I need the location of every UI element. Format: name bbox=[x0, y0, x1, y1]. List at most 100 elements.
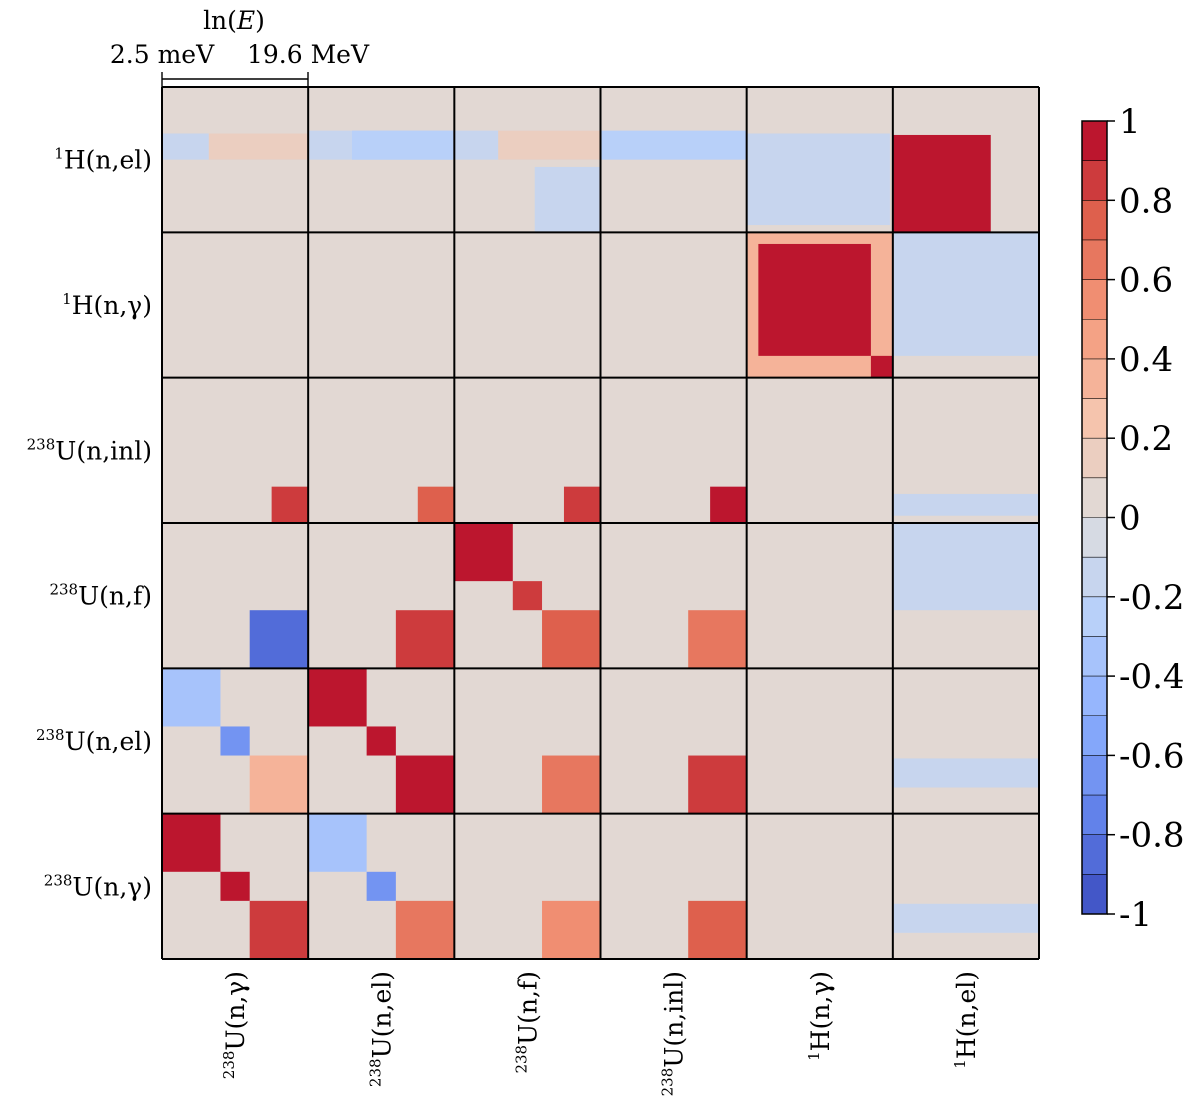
colorbar-segment bbox=[1082, 398, 1107, 439]
heatmap-patch bbox=[220, 726, 250, 756]
heatmap-patch bbox=[308, 813, 367, 872]
colorbar-tick-label: 0.2 bbox=[1119, 419, 1173, 459]
colorbar-segment bbox=[1082, 200, 1107, 241]
column-label: 238U(n,el) bbox=[366, 971, 396, 1087]
colorbar-segment bbox=[1082, 715, 1107, 756]
heatmap-patch bbox=[271, 486, 309, 523]
heatmap-patch bbox=[162, 668, 221, 727]
heatmap-patch bbox=[892, 493, 1039, 516]
heatmap-patch bbox=[542, 900, 601, 959]
colorbar-tick-label: -0.4 bbox=[1119, 657, 1185, 697]
colorbar-tick-label: 0.6 bbox=[1119, 261, 1173, 301]
row-label: 238U(n,inl) bbox=[27, 435, 152, 465]
colorbar-segment bbox=[1082, 438, 1107, 479]
heatmap-cell bbox=[308, 232, 455, 378]
colorbar-segment bbox=[1082, 676, 1107, 717]
heatmap-patch bbox=[366, 871, 396, 901]
heatmap-patch bbox=[417, 486, 455, 523]
heatmap-patch bbox=[249, 610, 309, 669]
colorbar-tick-label: 0 bbox=[1119, 499, 1141, 539]
heatmap-cell bbox=[892, 813, 1039, 959]
energy-min-label: 2.5 meV bbox=[110, 40, 215, 69]
column-label: 238U(n,f) bbox=[512, 971, 542, 1074]
heatmap-patch bbox=[395, 755, 455, 814]
column-label: 238U(n,inl) bbox=[659, 971, 689, 1096]
heatmap-patch bbox=[542, 610, 601, 669]
colorbar-segment bbox=[1082, 874, 1107, 915]
heatmap-patch bbox=[688, 755, 747, 814]
colorbar-tick-label: -0.2 bbox=[1119, 578, 1185, 618]
heatmap-patch bbox=[512, 581, 543, 611]
heatmap-patch bbox=[710, 486, 747, 523]
heatmap-patch bbox=[395, 900, 455, 959]
heatmap-patch bbox=[352, 130, 455, 160]
heatmap-patch bbox=[600, 130, 747, 160]
heatmap bbox=[162, 87, 1039, 959]
row-label: 1H(n,γ) bbox=[62, 290, 152, 320]
block-grid-lines bbox=[161, 86, 1040, 960]
colorbar-segment bbox=[1082, 596, 1107, 637]
heatmap-cell bbox=[746, 668, 893, 814]
heatmap-cell bbox=[746, 523, 893, 669]
heatmap-cell bbox=[746, 813, 893, 959]
heatmap-patch bbox=[498, 130, 601, 160]
heatmap-patch bbox=[892, 758, 1039, 788]
colorbar-segment bbox=[1082, 319, 1107, 360]
row-label: 238U(n,γ) bbox=[44, 871, 152, 901]
heatmap-patch bbox=[454, 523, 513, 582]
heatmap-patch bbox=[395, 610, 455, 669]
column-labels: 238U(n,γ) 238U(n,el) 238U(n,f) 238U(n,inl) 1… bbox=[220, 971, 981, 1096]
colorbar-segment bbox=[1082, 517, 1107, 558]
heatmap-patch bbox=[892, 903, 1039, 933]
colorbar-segment bbox=[1082, 557, 1107, 598]
colorbar-segment bbox=[1082, 795, 1107, 836]
heatmap-patch bbox=[892, 523, 1039, 611]
row-label: 238U(n,el) bbox=[36, 726, 152, 756]
heatmap-cell bbox=[892, 668, 1039, 814]
heatmap-patch bbox=[249, 900, 309, 959]
row-label: 1H(n,el) bbox=[54, 145, 152, 175]
energy-max-label: 19.6 MeV bbox=[247, 40, 370, 69]
colorbar-segment bbox=[1082, 160, 1107, 201]
heatmap-cell bbox=[600, 232, 747, 378]
colorbar-segment bbox=[1082, 121, 1107, 162]
colorbar-tick-label: 1 bbox=[1119, 102, 1141, 142]
colorbar-tick-label: 0.8 bbox=[1119, 181, 1173, 221]
heatmap-patch bbox=[162, 813, 221, 872]
energy-axis-label: ln(E) bbox=[203, 6, 265, 35]
column-label: 238U(n,γ) bbox=[220, 971, 250, 1079]
heatmap-cell bbox=[162, 232, 309, 378]
heatmap-patch bbox=[249, 755, 309, 814]
heatmap-patch bbox=[366, 726, 396, 756]
heatmap-cell bbox=[454, 232, 601, 378]
colorbar-tick-label: 0.4 bbox=[1119, 340, 1173, 380]
heatmap-cell bbox=[746, 377, 893, 523]
heatmap-patch bbox=[688, 610, 747, 669]
heatmap-patch bbox=[688, 900, 747, 959]
heatmap-patch bbox=[220, 871, 250, 901]
energy-axis: ln(E) 2.5 meV 19.6 MeV bbox=[110, 6, 370, 87]
colorbar-tick-label: -1 bbox=[1119, 895, 1152, 935]
colorbar-segment bbox=[1082, 636, 1107, 677]
colorbar-segment bbox=[1082, 239, 1107, 281]
heatmap-patch bbox=[308, 668, 367, 727]
heatmap-patch bbox=[892, 134, 991, 233]
heatmap-patch bbox=[563, 486, 601, 523]
colorbar-segment bbox=[1082, 358, 1107, 400]
colorbar-tick-label: -0.6 bbox=[1119, 736, 1185, 776]
colorbar-segment bbox=[1082, 834, 1107, 875]
heatmap-patch bbox=[870, 355, 893, 378]
colorbar-segment bbox=[1082, 477, 1107, 518]
heatmap-patch bbox=[208, 133, 309, 160]
heatmap-patch bbox=[892, 232, 1039, 356]
heatmap-patch bbox=[534, 166, 601, 233]
colorbar-segment bbox=[1082, 755, 1107, 796]
colorbar: 1 0.8 0.6 0.4 0.2 0 -0.2 -0.4 -0.6 -0.8 -1 bbox=[1081, 102, 1185, 935]
heatmap-patch bbox=[746, 133, 890, 226]
row-label: 238U(n,f) bbox=[49, 581, 152, 611]
column-label: 1H(n,γ) bbox=[805, 971, 835, 1061]
colorbar-segment bbox=[1082, 279, 1107, 320]
heatmap-patch bbox=[758, 243, 871, 356]
heatmap-patch bbox=[542, 755, 601, 814]
